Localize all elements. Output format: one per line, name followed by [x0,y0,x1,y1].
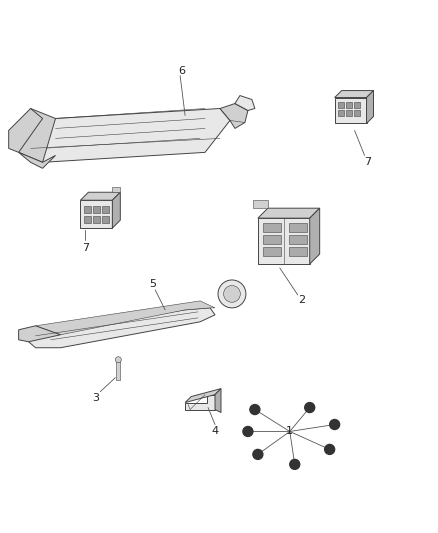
Polygon shape [338,101,343,108]
Text: 2: 2 [298,295,305,305]
Polygon shape [346,110,352,117]
Polygon shape [9,109,42,152]
Circle shape [330,419,339,430]
Polygon shape [263,235,281,244]
Polygon shape [81,200,112,228]
Polygon shape [289,235,307,244]
Circle shape [290,459,300,470]
Polygon shape [81,192,120,200]
Polygon shape [235,95,255,110]
Circle shape [243,426,253,437]
Polygon shape [289,223,307,232]
Polygon shape [85,216,92,223]
Text: 7: 7 [82,243,89,253]
Polygon shape [19,109,56,163]
Polygon shape [31,109,230,163]
Polygon shape [85,206,92,213]
Polygon shape [220,103,248,128]
Circle shape [223,286,240,302]
Polygon shape [346,101,352,108]
Polygon shape [102,216,110,223]
Circle shape [305,402,314,413]
Polygon shape [258,218,310,264]
Circle shape [115,357,121,362]
Circle shape [325,445,335,455]
Polygon shape [93,206,100,213]
Polygon shape [112,192,120,228]
Text: 5: 5 [149,279,156,289]
Text: 4: 4 [212,426,219,437]
Text: 6: 6 [179,66,186,76]
Polygon shape [112,187,120,192]
Polygon shape [102,206,110,213]
Polygon shape [263,247,281,256]
Polygon shape [335,98,367,124]
Polygon shape [367,91,374,124]
Polygon shape [93,216,100,223]
Polygon shape [185,389,221,402]
Polygon shape [289,247,307,256]
Polygon shape [117,360,120,379]
Polygon shape [185,394,215,409]
Circle shape [253,449,263,459]
Polygon shape [35,301,215,335]
Polygon shape [353,101,360,108]
Polygon shape [215,389,221,413]
Polygon shape [310,208,320,264]
Text: 7: 7 [364,157,371,167]
Polygon shape [19,152,56,168]
Circle shape [250,405,260,415]
Polygon shape [19,326,60,342]
Text: 3: 3 [92,393,99,402]
Polygon shape [263,223,281,232]
Circle shape [218,280,246,308]
Polygon shape [28,308,215,348]
Polygon shape [253,200,268,208]
Polygon shape [335,91,374,98]
Polygon shape [353,110,360,117]
Polygon shape [338,110,343,117]
Polygon shape [258,208,320,218]
Text: 1: 1 [286,426,293,437]
